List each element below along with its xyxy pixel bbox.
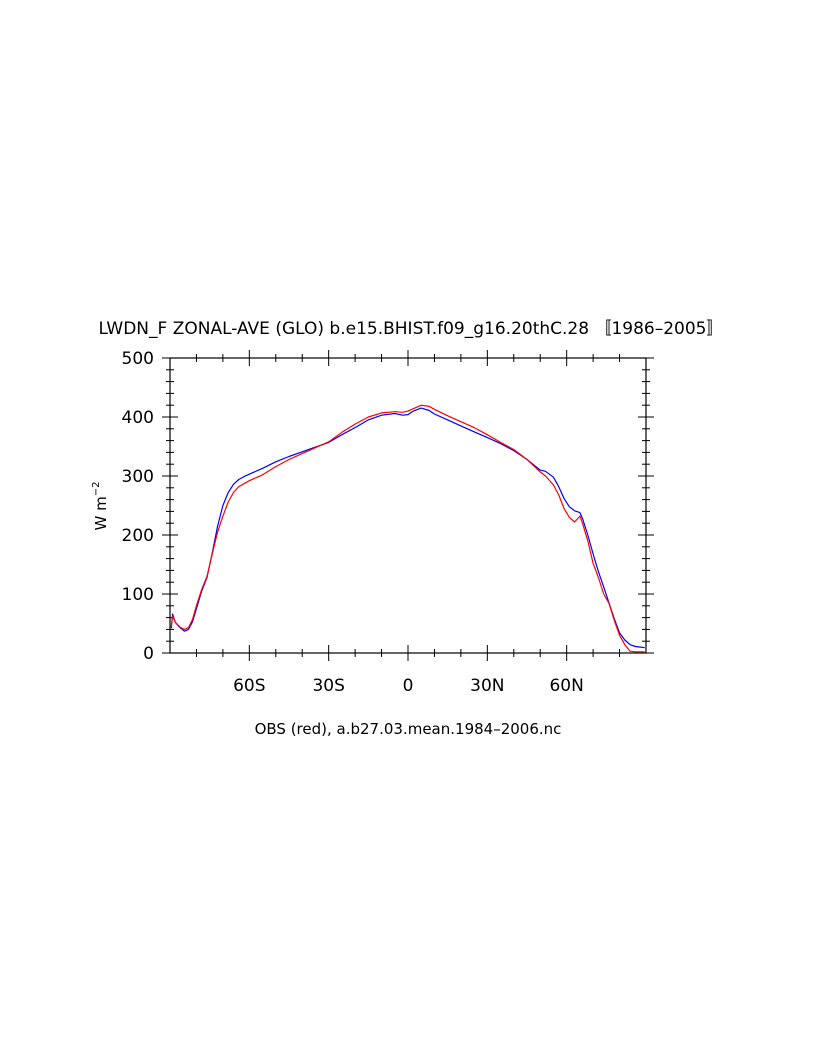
y-tick-label: 200 bbox=[122, 526, 154, 546]
series-line-blue-model bbox=[170, 407, 645, 649]
data-series bbox=[170, 404, 645, 653]
x-axis-label: OBS (red), a.b27.03.mean.1984–2006.nc bbox=[255, 720, 562, 738]
axis-tick-labels: 0 100 200 300 400 500 60S 30S 0 30N 60N bbox=[122, 349, 584, 696]
x-tick-label: 30N bbox=[470, 676, 504, 696]
x-tick-label: 60S bbox=[233, 676, 265, 696]
y-axis-label-base: W m bbox=[92, 496, 110, 530]
plot-frame bbox=[169, 357, 647, 654]
y-axis-label-exponent: −2 bbox=[91, 482, 102, 497]
x-tick-label: 30S bbox=[312, 676, 344, 696]
axis-ticks bbox=[162, 350, 654, 661]
y-tick-label: 300 bbox=[122, 467, 154, 487]
y-tick-label: 0 bbox=[143, 644, 154, 664]
x-tick-label: 0 bbox=[403, 676, 414, 696]
chart-title: LWDN_F ZONAL-AVE (GLO) b.e15.BHIST.f09_g… bbox=[99, 319, 724, 339]
y-axis-label: W m−2 bbox=[91, 482, 110, 531]
y-tick-label: 400 bbox=[122, 408, 154, 428]
y-tick-label: 500 bbox=[122, 349, 154, 369]
x-tick-label: 60N bbox=[549, 676, 583, 696]
series-line-red-obs bbox=[170, 404, 645, 653]
y-tick-label: 100 bbox=[122, 585, 154, 605]
